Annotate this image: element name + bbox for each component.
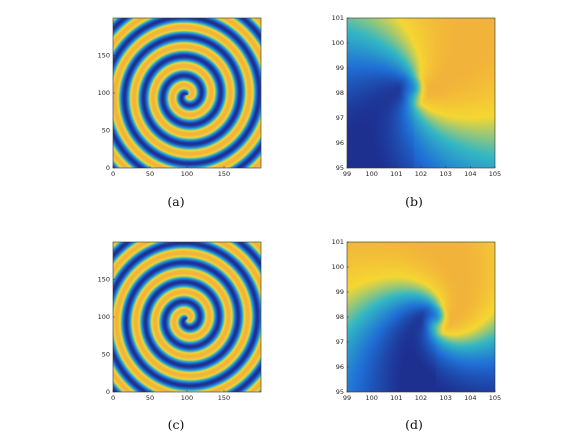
panel-c-heatmap <box>113 242 261 392</box>
panel-d: 99 100 101 102 103 104 105 95 96 97 98 99 100 101 <box>330 232 510 408</box>
panel-a-image <box>113 18 261 168</box>
panel-c-xtick-label: 0 <box>111 394 115 402</box>
panel-c-plot: 0 50 100 150 0 50 100 150 <box>98 241 262 402</box>
panel-a-xticks: 0 50 100 150 <box>111 166 230 178</box>
panel-b-xtick-label: 99 <box>343 170 351 178</box>
panel-c-xtick-label: 50 <box>146 394 154 402</box>
panel-b-xtick-label: 100 <box>365 170 377 178</box>
panel-d-image <box>347 242 495 392</box>
panel-b-yticks: 95 96 97 98 99 100 101 <box>332 14 349 172</box>
panel-c-xticks: 0 50 100 150 <box>111 390 230 402</box>
panel-c-xtick-label: 150 <box>218 394 230 402</box>
panel-c-xtick-label: 100 <box>181 394 193 402</box>
panel-a-yticks: 0 50 100 150 <box>98 52 115 172</box>
panel-b-ytick-label: 97 <box>336 114 344 122</box>
panel-a-xtick-label: 0 <box>111 170 115 178</box>
panel-d-xtick-label: 104 <box>464 394 476 402</box>
panel-a: 0 50 100 150 0 50 100 150 <box>96 8 276 184</box>
panel-b-xtick-label: 105 <box>489 170 501 178</box>
panel-a-caption: (a) <box>167 194 185 209</box>
panel-a-ytick-label: 0 <box>106 164 110 172</box>
panel-d-ytick-label: 99 <box>336 288 344 296</box>
panel-a-xtick-label: 100 <box>181 170 193 178</box>
panel-c: 0 50 100 150 0 50 100 150 <box>96 232 276 408</box>
panel-d-yticks: 95 96 97 98 99 100 101 <box>332 238 349 396</box>
panel-c-image <box>113 242 261 392</box>
panel-c-yticks: 0 50 100 150 <box>98 276 115 396</box>
panel-b-xtick-label: 103 <box>439 170 451 178</box>
panel-d-heatmap <box>347 242 495 392</box>
panel-a-ytick-label: 150 <box>98 52 110 60</box>
panel-d-ytick-label: 100 <box>332 263 344 271</box>
panel-b-ytick-label: 95 <box>336 164 344 172</box>
panel-d-xtick-label: 100 <box>365 394 377 402</box>
panel-d-plot: 99 100 101 102 103 104 105 95 96 97 98 99 100 101 <box>332 238 502 402</box>
panel-b-heatmap <box>347 18 495 168</box>
panel-b-image <box>347 18 495 168</box>
panel-b-xtick-label: 102 <box>415 170 427 178</box>
panel-a-plot: 0 50 100 150 0 50 100 150 <box>98 17 262 178</box>
panel-d-xtick-label: 101 <box>390 394 402 402</box>
panel-c-ytick-label: 50 <box>102 351 110 359</box>
panel-c-ytick-label: 0 <box>106 388 110 396</box>
panel-d-xtick-label: 102 <box>415 394 427 402</box>
panel-c-caption: (c) <box>167 417 185 432</box>
panel-b-ytick-label: 98 <box>336 89 344 97</box>
panel-d-ytick-label: 95 <box>336 388 344 396</box>
panel-b-ytick-label: 100 <box>332 39 344 47</box>
panel-d-xticks: 99 100 101 102 103 104 105 <box>343 390 501 402</box>
panel-a-ytick-label: 50 <box>102 127 110 135</box>
panel-d-xtick-label: 103 <box>439 394 451 402</box>
panel-a-xtick-label: 150 <box>218 170 230 178</box>
panel-b-plot: 99 100 101 102 103 104 105 95 96 97 98 99 100 101 <box>332 14 502 178</box>
panel-c-ytick-label: 100 <box>98 313 110 321</box>
panel-d-ytick-label: 101 <box>332 238 344 246</box>
panel-a-ytick-label: 100 <box>98 89 110 97</box>
panel-d-xtick-label: 99 <box>343 394 351 402</box>
panel-b-caption: (b) <box>405 194 423 209</box>
panel-d-ytick-label: 96 <box>336 363 344 371</box>
panel-a-heatmap <box>113 18 261 168</box>
panel-d-ytick-label: 97 <box>336 338 344 346</box>
panel-d-ytick-label: 98 <box>336 313 344 321</box>
panel-b-xtick-label: 101 <box>390 170 402 178</box>
panel-a-xtick-label: 50 <box>146 170 154 178</box>
panel-d-xtick-label: 105 <box>489 394 501 402</box>
panel-b: 99 100 101 102 103 104 105 95 96 97 98 99 100 101 <box>330 8 510 184</box>
panel-b-ytick-label: 99 <box>336 64 344 72</box>
panel-b-ytick-label: 101 <box>332 14 344 22</box>
panel-c-ytick-label: 150 <box>98 276 110 284</box>
panel-b-ytick-label: 96 <box>336 139 344 147</box>
panel-d-caption: (d) <box>405 417 423 432</box>
panel-b-xtick-label: 104 <box>464 170 476 178</box>
panel-b-xticks: 99 100 101 102 103 104 105 <box>343 166 501 178</box>
